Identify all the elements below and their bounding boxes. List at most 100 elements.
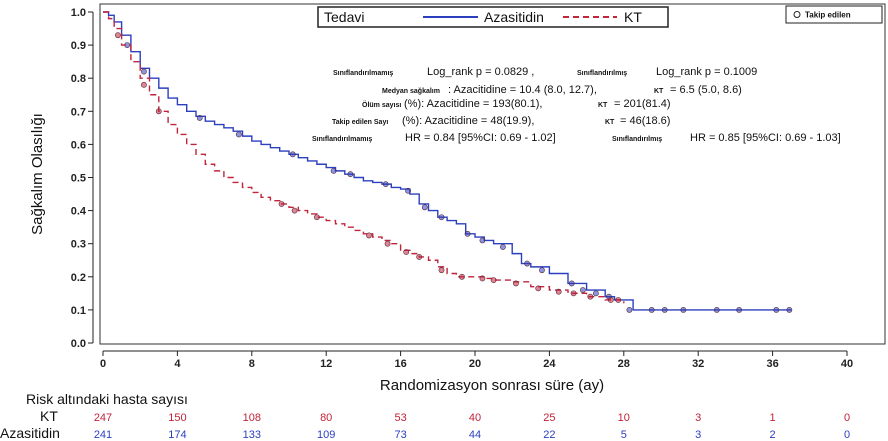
- risk-value-kt: 25: [543, 412, 555, 424]
- censor-marker-azasitidin: [736, 306, 743, 313]
- censor-marker-kt: [416, 254, 423, 260]
- risk-value-azasitidin: 5: [621, 429, 627, 441]
- risk-value-kt: 108: [243, 412, 261, 424]
- x-tick-label: 40: [841, 358, 853, 370]
- annotation-7-prefix: KT: [605, 119, 615, 126]
- y-tick-label: 0.6: [71, 139, 86, 151]
- censor-marker-kt: [555, 288, 562, 295]
- x-axis-title: Randomizasyon sonrası süre (ay): [380, 377, 604, 394]
- annotation-2-prefix: Medyan sağkalım: [382, 88, 440, 95]
- risk-row-label-azasitidin: Azasitidin: [0, 425, 60, 441]
- censor-marker-azasitidin: [464, 230, 471, 237]
- risk-value-azasitidin: 241: [94, 429, 112, 441]
- censor-marker-kt: [479, 275, 486, 282]
- censor-legend-marker: [793, 11, 801, 18]
- censor-marker-azasitidin: [235, 131, 242, 138]
- risk-value-azasitidin: 174: [168, 429, 186, 441]
- risk-value-azasitidin: 109: [317, 429, 335, 441]
- censor-marker-azasitidin: [524, 260, 530, 267]
- censor-marker-kt: [438, 267, 445, 274]
- censor-marker-azasitidin: [499, 244, 506, 250]
- censor-marker-kt: [607, 297, 614, 303]
- annotation-5-text: = 201(81.4): [614, 98, 671, 110]
- x-tick-label: 32: [692, 358, 704, 370]
- censor-marker-azasitidin: [593, 290, 599, 297]
- x-tick-label: 4: [174, 358, 181, 370]
- censor-marker-kt: [313, 214, 320, 221]
- legend: Tedavi Azasitidin KT: [317, 6, 669, 28]
- annotation-0-prefix: Sınıflandırılmamış: [333, 70, 393, 77]
- censor-marker-azasitidin: [579, 287, 586, 293]
- y-tick-label: 0.1: [71, 305, 86, 317]
- annotation-2-text: : Azacitidine = 10.4 (8.0, 12.7),: [448, 84, 597, 96]
- risk-value-azasitidin: 2: [770, 429, 776, 441]
- y-tick-label: 0.8: [71, 73, 86, 85]
- censor-marker-kt: [291, 207, 298, 214]
- censor-marker-azasitidin: [382, 181, 389, 188]
- risk-value-kt: 1: [770, 412, 776, 424]
- risk-value-kt: 3: [695, 412, 701, 424]
- legend-title: Tedavi: [324, 9, 364, 25]
- risk-value-azasitidin: 73: [394, 429, 406, 441]
- stats-annotations: Sınıflandırılmamış Log_rank p = 0.0829 ,…: [312, 66, 841, 144]
- censor-marker-azasitidin: [405, 187, 411, 194]
- risk-value-kt: 10: [618, 412, 630, 424]
- censor-marker-azasitidin: [661, 306, 668, 313]
- censor-marker-azasitidin: [786, 306, 793, 313]
- censor-marker-azasitidin: [713, 306, 720, 313]
- censor-marker-azasitidin: [479, 237, 486, 244]
- series-line-kt: [103, 11, 625, 304]
- risk-value-kt: 40: [469, 412, 481, 424]
- censor-marker-kt: [155, 108, 162, 115]
- y-tick-label: 0.4: [71, 206, 87, 218]
- censor-marker-kt: [513, 280, 519, 287]
- annotation-5-prefix: KT: [598, 102, 608, 109]
- legend-label-azasitidin: Azasitidin: [484, 9, 544, 25]
- annotation-3-prefix: KT: [654, 88, 664, 95]
- annotation-3-text: = 6.5 (5.0, 8.6): [670, 84, 742, 96]
- risk-table: Risk altındaki hasta sayısı KT Azasitidi…: [0, 391, 850, 441]
- annotation-8-text: HR = 0.84 [95%CI: 0.69 - 1.02]: [405, 132, 556, 144]
- y-tick-label: 0.9: [71, 40, 86, 52]
- censor-marker-azasitidin: [680, 306, 687, 313]
- censor-marker-kt: [570, 290, 577, 297]
- censor-marker-kt: [278, 201, 285, 207]
- y-tick-label: 0.5: [71, 173, 86, 185]
- annotation-8-prefix: Sınıflandırılmamış: [312, 136, 372, 143]
- annotation-1-text: Log_rank p = 0.1009: [656, 66, 757, 78]
- censor-marker-kt: [615, 297, 622, 303]
- censor-marker-kt: [459, 273, 465, 280]
- legend-label-kt: KT: [624, 9, 642, 25]
- annotation-0-text: Log_rank p = 0.0829 ,: [427, 66, 534, 78]
- x-tick-label: 12: [320, 358, 332, 370]
- annotation-1-prefix: Sınıflandırılmış: [577, 70, 627, 77]
- censor-marker-azasitidin: [289, 151, 296, 158]
- x-tick-label: 20: [469, 358, 481, 370]
- x-tick-label: 36: [766, 358, 778, 370]
- censor-marker-kt: [535, 285, 542, 292]
- risk-table-title: Risk altındaki hasta sayısı: [26, 391, 188, 407]
- plot-frame: [99, 3, 886, 345]
- annotation-4-text: (%): Azacitidine = 193(80.1),: [404, 98, 543, 110]
- risk-value-kt: 247: [94, 412, 112, 424]
- censor-marker-kt: [114, 32, 121, 39]
- risk-value-kt: 0: [844, 412, 850, 424]
- risk-value-azasitidin: 3: [695, 429, 701, 441]
- risk-row-label-kt: KT: [40, 408, 58, 424]
- censor-marker-kt: [384, 240, 391, 247]
- annotation-6-prefix: Takip edilen Sayı: [332, 119, 388, 126]
- censor-marker-kt: [490, 277, 497, 284]
- censor-marker-azasitidin: [438, 214, 445, 221]
- risk-value-kt: 53: [394, 412, 406, 424]
- censor-marker-azasitidin: [648, 306, 655, 313]
- risk-value-kt: 80: [320, 412, 332, 424]
- x-tick-label: 8: [249, 358, 255, 370]
- x-tick-label: 0: [100, 358, 106, 370]
- censor-legend-box: [785, 5, 883, 24]
- y-tick-label: 1.0: [71, 7, 86, 19]
- y-tick-label: 0.2: [71, 272, 86, 284]
- x-axis: 0 4 8 12 16 20 24 28 32 36 40: [100, 350, 853, 370]
- y-tick-label: 0.0: [71, 338, 86, 350]
- annotation-7-text: = 46(18.6): [620, 115, 670, 127]
